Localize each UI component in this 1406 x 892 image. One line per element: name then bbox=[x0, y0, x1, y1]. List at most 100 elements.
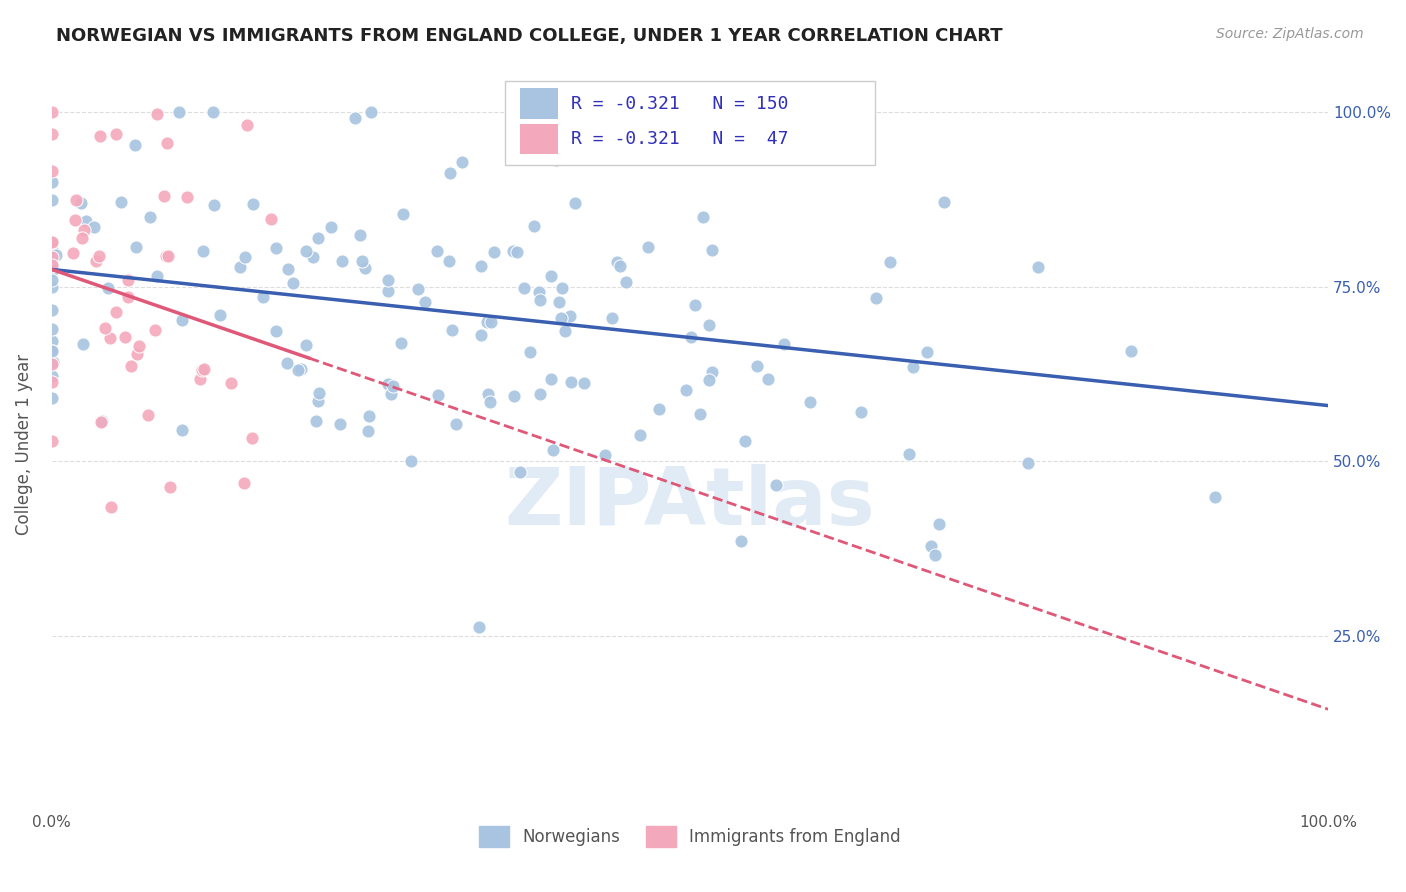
Point bbox=[41, 127, 63, 141]
Point bbox=[360, 105, 382, 120]
Point bbox=[136, 408, 159, 422]
Point bbox=[765, 478, 787, 492]
Point bbox=[193, 361, 215, 376]
Point bbox=[89, 128, 111, 143]
Y-axis label: College, Under 1 year: College, Under 1 year bbox=[15, 353, 32, 534]
Point bbox=[41, 343, 63, 358]
Point bbox=[509, 465, 531, 479]
Point bbox=[389, 335, 412, 350]
Point bbox=[65, 213, 87, 227]
Point bbox=[295, 338, 318, 352]
Point bbox=[540, 371, 562, 385]
Point bbox=[354, 260, 377, 275]
Point bbox=[41, 434, 63, 448]
Point bbox=[692, 210, 714, 224]
Point bbox=[865, 291, 887, 305]
Point bbox=[41, 175, 63, 189]
Point bbox=[260, 212, 283, 227]
Point bbox=[41, 375, 63, 389]
Point bbox=[41, 235, 63, 250]
Point bbox=[879, 254, 901, 268]
Point bbox=[529, 387, 551, 401]
Point bbox=[413, 294, 436, 309]
Point bbox=[915, 344, 938, 359]
Point bbox=[41, 303, 63, 318]
Point bbox=[357, 424, 380, 438]
Point bbox=[901, 360, 924, 375]
Point bbox=[124, 138, 146, 153]
Point bbox=[450, 155, 472, 169]
Point bbox=[155, 249, 177, 263]
Point bbox=[560, 115, 582, 129]
Point bbox=[675, 383, 697, 397]
Point bbox=[201, 105, 224, 120]
Point bbox=[349, 227, 371, 242]
Point bbox=[502, 389, 524, 403]
Text: NORWEGIAN VS IMMIGRANTS FROM ENGLAND COLLEGE, UNDER 1 YEAR CORRELATION CHART: NORWEGIAN VS IMMIGRANTS FROM ENGLAND COL… bbox=[56, 27, 1002, 45]
Point bbox=[41, 368, 63, 383]
Point bbox=[41, 273, 63, 287]
Point bbox=[898, 447, 921, 461]
Text: R = -0.321   N =  47: R = -0.321 N = 47 bbox=[571, 130, 789, 148]
Point bbox=[700, 244, 723, 258]
Point bbox=[380, 386, 402, 401]
Point bbox=[1026, 260, 1049, 275]
Point bbox=[628, 427, 651, 442]
Point bbox=[730, 534, 752, 549]
Point bbox=[350, 253, 373, 268]
Point bbox=[924, 548, 946, 562]
Point bbox=[519, 344, 541, 359]
Point bbox=[41, 164, 63, 178]
Point bbox=[236, 118, 259, 132]
Point bbox=[219, 376, 242, 391]
Point bbox=[427, 387, 450, 401]
Point bbox=[699, 318, 721, 332]
Point bbox=[734, 434, 756, 449]
Point bbox=[157, 249, 180, 263]
Point bbox=[357, 409, 380, 423]
Point bbox=[264, 324, 287, 338]
Point bbox=[756, 372, 779, 386]
Point bbox=[1017, 456, 1039, 470]
Point bbox=[560, 375, 582, 389]
Point bbox=[1121, 344, 1143, 359]
Point bbox=[344, 111, 367, 125]
Point bbox=[548, 295, 571, 310]
Point bbox=[73, 223, 96, 237]
Point bbox=[541, 443, 564, 458]
Point bbox=[70, 196, 93, 211]
Point bbox=[302, 251, 325, 265]
Point bbox=[41, 259, 63, 273]
Point bbox=[849, 405, 872, 419]
Point bbox=[550, 311, 572, 326]
Point bbox=[84, 254, 107, 268]
Point bbox=[209, 308, 232, 322]
Point bbox=[689, 407, 711, 421]
Point bbox=[110, 195, 132, 210]
Point bbox=[41, 263, 63, 277]
Point bbox=[406, 282, 429, 296]
Point bbox=[470, 259, 492, 273]
Point bbox=[170, 423, 193, 437]
Point bbox=[478, 394, 501, 409]
Point bbox=[41, 334, 63, 349]
Point bbox=[41, 251, 63, 265]
Point bbox=[233, 250, 256, 264]
Point bbox=[307, 231, 329, 245]
Point bbox=[702, 365, 724, 379]
Point bbox=[479, 315, 502, 329]
Point bbox=[41, 242, 63, 256]
Point bbox=[125, 240, 148, 254]
Point bbox=[529, 293, 551, 308]
Point bbox=[176, 190, 198, 204]
Point bbox=[41, 357, 63, 371]
Point bbox=[305, 414, 328, 428]
Point bbox=[41, 258, 63, 272]
Text: ZIPAtlas: ZIPAtlas bbox=[505, 464, 876, 541]
Point bbox=[276, 356, 298, 370]
Point bbox=[170, 312, 193, 326]
Point bbox=[90, 415, 112, 429]
Point bbox=[377, 377, 399, 392]
Point bbox=[932, 195, 955, 210]
Point bbox=[65, 193, 87, 207]
